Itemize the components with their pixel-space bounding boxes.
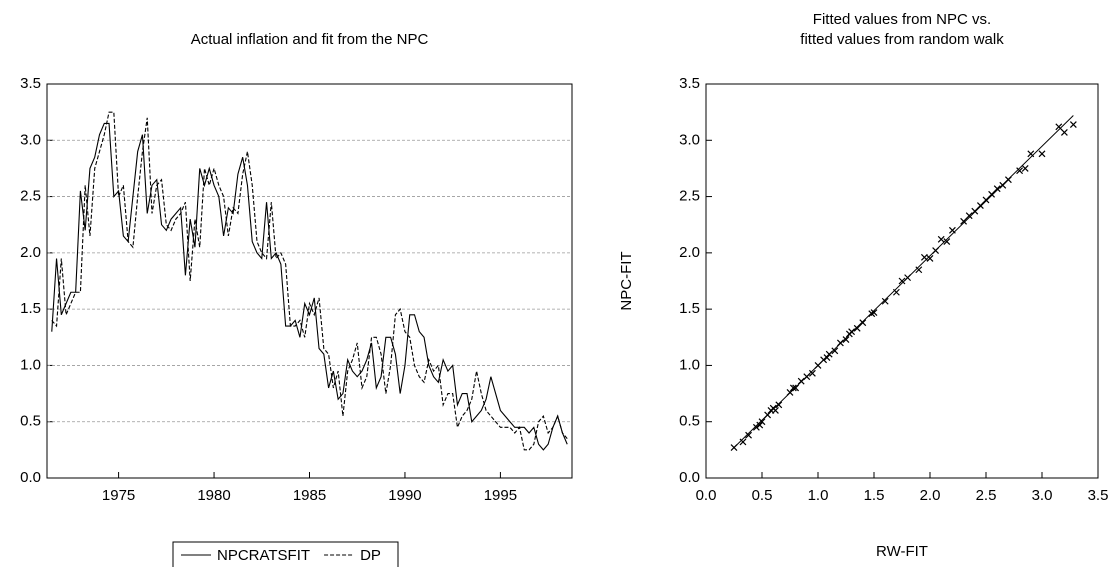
y-tick-label: 3.0 (679, 131, 700, 148)
point (999, 181, 1007, 189)
x-tick-label: 3.5 (1088, 487, 1109, 504)
point (831, 347, 839, 355)
chart-title: Actual inflation and fit from the NPC (191, 31, 429, 48)
point (808, 369, 816, 377)
point (823, 354, 831, 361)
point (792, 384, 800, 392)
point (842, 336, 850, 343)
x-tick-label: 3.0 (1032, 487, 1053, 504)
point (937, 235, 945, 243)
point (892, 288, 900, 296)
point (965, 212, 973, 220)
point (814, 362, 822, 369)
point (745, 431, 752, 439)
y-tick-label: 2.5 (679, 188, 700, 205)
point (797, 377, 805, 385)
point (926, 255, 934, 262)
y-tick-label: 0.0 (20, 469, 41, 486)
y-tick-label: 0.5 (20, 413, 41, 430)
point (1055, 123, 1063, 131)
point (960, 217, 968, 225)
point (820, 356, 828, 364)
x-tick-label: 1990 (388, 487, 421, 504)
point (915, 266, 923, 274)
point (904, 274, 912, 282)
point (1038, 150, 1046, 158)
point (1060, 128, 1068, 136)
point (881, 297, 889, 305)
x-tick-label: 1.5 (864, 487, 885, 504)
point (1021, 165, 1029, 172)
point (948, 226, 956, 234)
point (1004, 176, 1012, 184)
y-tick-label: 2.0 (679, 244, 700, 261)
x-tick-label: 1985 (293, 487, 326, 504)
point (786, 389, 794, 396)
point (1069, 121, 1077, 128)
x-tick-label: 1995 (484, 487, 517, 504)
point (870, 309, 878, 316)
point (764, 411, 772, 419)
point (898, 277, 906, 285)
x-tick-label: 0.5 (752, 487, 773, 504)
y-tick-label: 0.0 (679, 469, 700, 486)
y-tick-label: 1.5 (20, 300, 41, 317)
legend-label: NPCRATSFIT (217, 547, 310, 564)
x-tick-label: 1980 (197, 487, 230, 504)
x-tick-label: 1.0 (808, 487, 829, 504)
point (772, 407, 779, 414)
x-tick-label: 1975 (102, 487, 135, 504)
x-tick-label: 2.0 (920, 487, 941, 504)
y-tick-label: 3.5 (20, 75, 41, 92)
point (988, 190, 996, 198)
point (836, 339, 844, 347)
series-line (51, 111, 568, 451)
y-tick-label: 1.0 (20, 356, 41, 373)
point (859, 319, 867, 327)
y-tick-label: 0.5 (679, 413, 700, 430)
point (752, 423, 760, 431)
point (739, 438, 747, 446)
x-tick-label: 2.5 (976, 487, 997, 504)
point (993, 185, 1001, 193)
y-tick-label: 1.0 (679, 356, 700, 373)
point (943, 238, 951, 246)
series-line (51, 122, 568, 451)
point (775, 401, 783, 409)
point (853, 324, 861, 332)
point (848, 328, 856, 336)
plot-frame (705, 83, 1099, 479)
point (730, 444, 738, 452)
y-tick-label: 1.5 (679, 300, 700, 317)
y-tick-label: 2.0 (20, 244, 41, 261)
point (1016, 167, 1024, 175)
point (920, 253, 928, 261)
point (976, 202, 984, 210)
point (756, 421, 764, 429)
y-tick-label: 2.5 (20, 188, 41, 205)
chart-title: Fitted values from NPC vs. (813, 11, 991, 28)
x-axis-label: RW-FIT (876, 543, 928, 560)
point (789, 384, 797, 392)
point (982, 196, 990, 204)
point (1027, 150, 1035, 158)
plot-frame (46, 83, 573, 479)
x-tick-label: 0.0 (696, 487, 717, 504)
y-tick-label: 3.0 (20, 131, 41, 148)
chart-title: fitted values from random walk (800, 31, 1004, 48)
point (932, 247, 940, 255)
point (971, 207, 979, 215)
y-tick-label: 3.5 (679, 75, 700, 92)
point (825, 350, 833, 358)
point (758, 418, 766, 426)
point (803, 373, 811, 381)
legend-label: DP (360, 547, 381, 564)
y-axis-label: NPC-FIT (618, 251, 635, 310)
